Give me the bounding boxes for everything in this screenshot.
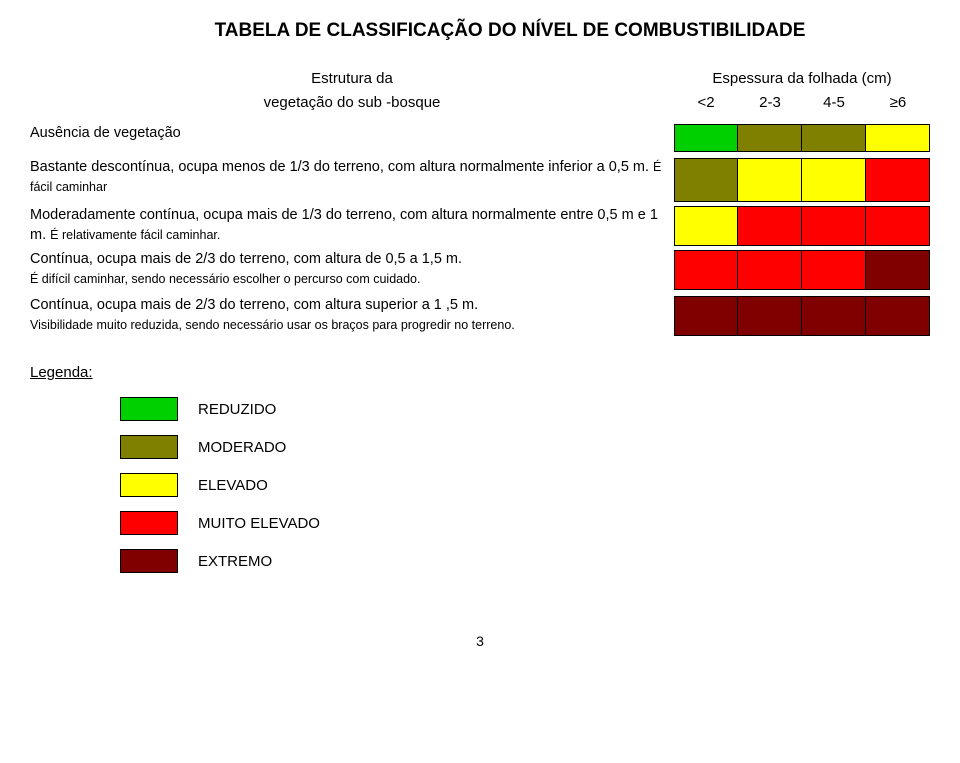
- legend-swatch: [120, 473, 178, 497]
- legend-item: ELEVADO: [120, 473, 930, 497]
- legend-item: MODERADO: [120, 435, 930, 459]
- row-description: Moderadamente contínua, ocupa mais de 1/…: [30, 206, 674, 246]
- color-cell: [738, 124, 802, 152]
- legend-label: MODERADO: [198, 439, 286, 456]
- legend-item: MUITO ELEVADO: [120, 511, 930, 535]
- color-cell: [866, 158, 930, 202]
- header-left-line2: vegetação do sub -bosque: [30, 94, 674, 111]
- legend-swatch: [120, 511, 178, 535]
- color-cell: [866, 296, 930, 336]
- page-number: 3: [30, 633, 930, 649]
- table-header: Estrutura da Espessura da folhada (cm) v…: [30, 66, 930, 114]
- color-cell: [738, 296, 802, 336]
- table-row: Contínua, ocupa mais de 2/3 do terreno, …: [30, 296, 930, 336]
- row-text-main: Contínua, ocupa mais de 2/3 do terreno, …: [30, 251, 462, 267]
- table-row: Bastante descontínua, ocupa menos de 1/3…: [30, 158, 930, 202]
- table-row: Moderadamente contínua, ocupa mais de 1/…: [30, 206, 930, 246]
- legend-label: REDUZIDO: [198, 401, 276, 418]
- row-description: Contínua, ocupa mais de 2/3 do terreno, …: [30, 296, 674, 336]
- row-text-main: Contínua, ocupa mais de 2/3 do terreno, …: [30, 297, 478, 313]
- legend-item: EXTREMO: [120, 549, 930, 573]
- color-cell: [674, 206, 738, 246]
- legend-swatch: [120, 435, 178, 459]
- row-text-main: Bastante descontínua, ocupa menos de 1/3…: [30, 159, 653, 175]
- legend-label: MUITO ELEVADO: [198, 515, 320, 532]
- color-cell: [802, 296, 866, 336]
- row-text-sub: É difícil caminhar, sendo necessário esc…: [30, 272, 420, 286]
- color-cell: [802, 124, 866, 152]
- color-cell: [866, 124, 930, 152]
- table-row: Ausência de vegetação: [30, 124, 930, 152]
- legend-swatch: [120, 397, 178, 421]
- color-cell: [802, 206, 866, 246]
- color-cell: [738, 206, 802, 246]
- row-color-cells: [674, 296, 930, 336]
- legend-label: ELEVADO: [198, 477, 268, 494]
- color-cell: [802, 250, 866, 290]
- row-description: Contínua, ocupa mais de 2/3 do terreno, …: [30, 250, 674, 290]
- legend-items: REDUZIDO MODERADO ELEVADO MUITO ELEVADO EXTR…: [120, 397, 930, 573]
- color-cell: [738, 250, 802, 290]
- color-cell: [674, 296, 738, 336]
- legend-title: Legenda:: [30, 364, 930, 381]
- header-right-line1: Espessura da folhada (cm): [674, 70, 930, 87]
- color-cell: [866, 250, 930, 290]
- color-cell: [802, 158, 866, 202]
- row-text-sub: Visibilidade muito reduzida, sendo neces…: [30, 318, 515, 332]
- legend-label: EXTREMO: [198, 553, 272, 570]
- color-cell: [738, 158, 802, 202]
- table-title: TABELA DE CLASSIFICAÇÃO DO NÍVEL DE COMB…: [90, 20, 930, 42]
- legend-item: REDUZIDO: [120, 397, 930, 421]
- color-cell: [674, 250, 738, 290]
- col-header: <2: [674, 94, 738, 111]
- col-header: 4-5: [802, 94, 866, 111]
- col-header: 2-3: [738, 94, 802, 111]
- row-color-cells: [674, 158, 930, 202]
- col-header: ≥6: [866, 94, 930, 111]
- header-left-line1: Estrutura da: [30, 70, 674, 87]
- header-columns: <2 2-3 4-5 ≥6: [674, 94, 930, 111]
- color-cell: [866, 206, 930, 246]
- row-text-sub: É relativamente fácil caminhar.: [50, 228, 220, 242]
- color-cell: [674, 124, 738, 152]
- row-color-cells: [674, 124, 930, 152]
- color-cell: [674, 158, 738, 202]
- row-description: Bastante descontínua, ocupa menos de 1/3…: [30, 158, 674, 202]
- table-row: Contínua, ocupa mais de 2/3 do terreno, …: [30, 250, 930, 290]
- legend-swatch: [120, 549, 178, 573]
- table-body: Ausência de vegetação Bastante descontínu…: [30, 124, 930, 336]
- row-text-main: Ausência de vegetação: [30, 125, 181, 141]
- row-description: Ausência de vegetação: [30, 124, 674, 152]
- row-color-cells: [674, 250, 930, 290]
- row-color-cells: [674, 206, 930, 246]
- legend: Legenda: REDUZIDO MODERADO ELEVADO MUITO EL…: [30, 364, 930, 573]
